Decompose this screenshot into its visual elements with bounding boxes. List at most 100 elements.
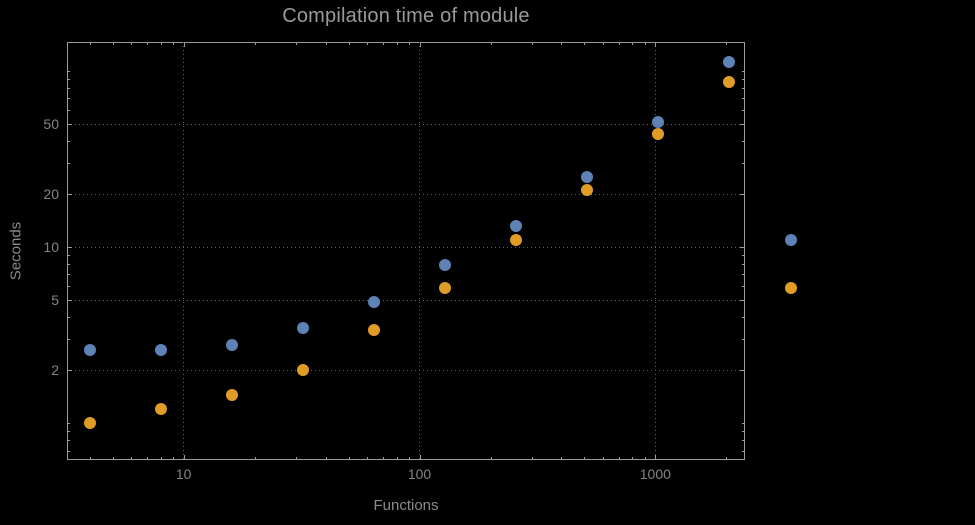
x-tick-mark: [584, 42, 586, 45]
y-tick-mark: [67, 286, 70, 288]
legend-marker-blue: [785, 234, 797, 246]
y-tick-mark: [67, 317, 70, 319]
y-tick-mark: [67, 70, 70, 72]
x-tick-mark: [632, 42, 634, 45]
x-tick-mark: [396, 42, 398, 45]
gridline-horizontal: [67, 123, 745, 125]
x-tick-mark: [89, 457, 91, 460]
x-tick-mark: [561, 457, 563, 460]
x-tick-mark: [348, 457, 350, 460]
y-tick-mark: [67, 141, 70, 143]
y-tick-mark: [742, 255, 745, 257]
y-tick-mark: [67, 450, 70, 452]
x-tick-mark: [532, 457, 534, 460]
y-tick-label: 20: [43, 186, 59, 203]
x-tick-mark: [147, 457, 149, 460]
point-orange: [154, 403, 167, 416]
x-tick-mark: [532, 42, 534, 45]
y-tick-mark: [742, 88, 745, 90]
x-tick-mark: [382, 457, 384, 460]
y-tick-mark: [67, 110, 70, 112]
y-tick-mark: [742, 79, 745, 81]
x-tick-mark: [603, 457, 605, 460]
x-tick-mark: [254, 457, 256, 460]
y-tick-mark: [740, 247, 745, 249]
y-tick-label: 5: [51, 292, 59, 309]
y-tick-mark: [67, 339, 70, 341]
y-tick-mark: [742, 274, 745, 276]
x-tick-mark: [644, 457, 646, 460]
x-tick-mark: [367, 42, 369, 45]
y-tick-mark: [67, 423, 70, 425]
x-tick-mark: [172, 457, 174, 460]
x-tick-label: 100: [407, 466, 432, 482]
x-tick-mark: [325, 42, 327, 45]
plot-area: [67, 42, 745, 460]
x-tick-mark: [131, 457, 133, 460]
point-orange: [580, 184, 593, 197]
x-tick-mark: [112, 457, 114, 460]
gridline-horizontal: [67, 299, 745, 301]
y-tick-label: 50: [43, 116, 59, 132]
point-orange: [225, 388, 238, 401]
point-blue: [438, 259, 451, 272]
x-tick-mark: [618, 457, 620, 460]
x-tick-mark: [147, 42, 149, 45]
x-tick-label: 10: [175, 466, 192, 482]
x-tick-mark: [408, 42, 410, 45]
y-tick-mark: [67, 163, 70, 165]
y-tick-mark: [67, 255, 70, 257]
y-tick-mark: [742, 423, 745, 425]
point-blue: [367, 295, 380, 308]
point-blue: [509, 219, 522, 232]
x-tick-mark: [490, 42, 492, 45]
point-orange: [367, 323, 380, 336]
y-tick-mark: [67, 88, 70, 90]
y-tick-mark: [67, 370, 72, 372]
y-tick-mark: [67, 194, 72, 196]
x-tick-mark: [603, 42, 605, 45]
gridline-vertical: [419, 42, 421, 460]
y-tick-mark: [742, 264, 745, 266]
x-tick-mark: [367, 457, 369, 460]
x-tick-mark: [726, 457, 728, 460]
x-tick-mark: [131, 42, 133, 45]
gridline-horizontal: [67, 369, 745, 371]
point-blue: [154, 344, 167, 357]
x-tick-mark: [348, 42, 350, 45]
y-tick-mark: [67, 79, 70, 81]
x-tick-mark: [726, 42, 728, 45]
y-tick-mark: [67, 274, 70, 276]
y-tick-mark: [67, 124, 72, 125]
x-tick-mark: [408, 457, 410, 460]
x-tick-mark: [419, 42, 421, 47]
x-tick-mark: [183, 455, 185, 460]
y-tick-mark: [742, 163, 745, 165]
x-tick-mark: [584, 457, 586, 460]
x-tick-mark: [396, 457, 398, 460]
gridline-vertical: [654, 42, 656, 460]
point-blue: [651, 116, 664, 129]
x-tick-mark: [172, 42, 174, 45]
point-blue: [83, 344, 96, 357]
x-tick-mark: [325, 457, 327, 460]
x-tick-mark: [655, 455, 657, 460]
point-blue: [225, 338, 238, 351]
x-tick-label: 1000: [639, 466, 671, 482]
gridline-horizontal: [67, 246, 745, 248]
y-tick-label: 2: [51, 362, 59, 379]
point-blue: [722, 56, 735, 69]
x-tick-mark: [644, 42, 646, 45]
point-orange: [509, 233, 522, 246]
y-tick-mark: [67, 247, 72, 249]
chart-title: Compilation time of module: [282, 5, 530, 27]
x-tick-mark: [419, 455, 421, 460]
point-orange: [438, 281, 451, 294]
y-tick-mark: [742, 450, 745, 452]
x-tick-mark: [296, 457, 298, 460]
point-blue: [296, 321, 309, 334]
y-tick-mark: [67, 264, 70, 266]
y-tick-mark: [742, 98, 745, 100]
point-orange: [722, 75, 735, 88]
